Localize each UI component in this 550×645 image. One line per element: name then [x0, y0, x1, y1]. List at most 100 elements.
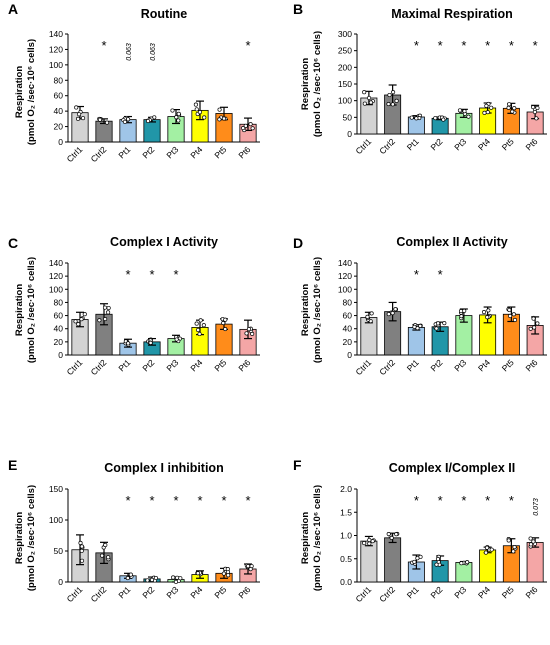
x-tick-label: Pt6	[523, 136, 539, 152]
y-tick-label: 60	[54, 311, 64, 321]
x-tick-label: Ctrl2	[89, 584, 109, 604]
data-point	[367, 95, 372, 101]
data-point	[506, 105, 511, 110]
y-tick-label: 0	[58, 137, 63, 147]
data-point	[362, 90, 367, 95]
bar-pt2	[143, 119, 161, 143]
significance-star: *	[509, 38, 514, 53]
y-tick-label: 80	[343, 297, 353, 307]
data-point	[194, 107, 199, 112]
y-tick-label: 140	[338, 258, 352, 268]
data-point	[178, 576, 183, 581]
data-point	[433, 116, 438, 121]
p-value-label: 0.073	[533, 498, 540, 516]
p-value-label: 0.063	[126, 43, 133, 61]
y-tick-label: 1.0	[340, 531, 352, 541]
data-point	[412, 559, 417, 564]
data-point	[365, 314, 370, 319]
data-point	[197, 110, 203, 115]
bar-pt4	[479, 549, 497, 583]
data-point	[370, 539, 375, 544]
data-point	[507, 307, 512, 313]
x-tick-label: Pt2	[140, 584, 156, 600]
data-point	[174, 115, 179, 120]
data-point	[485, 545, 490, 550]
data-point	[436, 321, 441, 326]
y-tick-label: 2.0	[340, 484, 352, 494]
data-point	[174, 337, 179, 342]
x-tick-label: Pt3	[452, 357, 468, 373]
data-point	[79, 544, 84, 549]
data-point	[386, 102, 391, 107]
y-tick-label: 20	[54, 337, 64, 347]
data-point	[221, 571, 226, 576]
data-point	[153, 575, 158, 581]
y-tick-label: 20	[343, 337, 353, 347]
data-point	[532, 109, 537, 115]
significance-star: *	[438, 493, 443, 508]
significance-star: *	[438, 267, 443, 282]
data-point	[217, 107, 222, 112]
panel-letter: C	[8, 235, 18, 251]
data-point	[82, 312, 87, 317]
data-point	[173, 579, 179, 584]
y-tick-label: 140	[49, 258, 63, 268]
x-tick-label: Ctrl2	[89, 144, 109, 164]
bar-ctrl2	[384, 537, 402, 583]
data-point	[386, 532, 391, 537]
y-tick-label: 80	[54, 297, 64, 307]
data-point	[485, 315, 490, 320]
y-tick-label: 40	[54, 324, 64, 334]
p-value-label: 0.063	[150, 43, 157, 61]
x-tick-label: Pt5	[212, 584, 228, 600]
y-tick-label: 0	[347, 129, 352, 139]
x-tick-label: Pt6	[523, 584, 539, 600]
x-tick-label: Ctrl1	[65, 144, 85, 164]
data-point	[79, 548, 84, 553]
data-point	[221, 116, 227, 121]
data-point	[362, 541, 367, 546]
data-point	[79, 317, 84, 322]
data-point	[195, 327, 201, 333]
data-point	[74, 105, 79, 110]
x-tick-label: Pt2	[140, 357, 156, 373]
data-point	[170, 108, 175, 113]
y-tick-label: 50	[54, 546, 64, 556]
data-point	[489, 105, 494, 110]
data-point	[434, 562, 439, 567]
bar-ctrl1	[360, 540, 378, 583]
x-tick-label: Pt4	[476, 136, 492, 152]
x-tick-label: Pt3	[164, 144, 180, 160]
data-point	[243, 123, 248, 128]
data-point	[441, 117, 446, 122]
data-point	[221, 320, 226, 326]
data-point	[250, 331, 255, 336]
y-axis-label: Respiration(pmol O₂ /sec·10⁶ cells)	[300, 31, 323, 137]
data-point	[125, 576, 130, 581]
panel-letter: D	[293, 235, 303, 251]
data-point	[81, 116, 86, 121]
data-point	[466, 114, 471, 119]
y-tick-label: 150	[49, 484, 63, 494]
data-point	[369, 311, 374, 316]
data-point	[510, 109, 515, 114]
data-point	[532, 325, 537, 330]
data-point	[368, 100, 373, 105]
data-point	[535, 105, 540, 111]
data-point	[106, 555, 111, 560]
data-point	[76, 116, 81, 121]
y-tick-label: 60	[343, 311, 353, 321]
data-point	[457, 108, 462, 113]
data-point	[531, 539, 536, 544]
data-point	[194, 321, 199, 326]
data-point	[226, 573, 231, 578]
data-point	[128, 572, 133, 577]
y-axis-label: Respiration(pmol O₂ /sec·10⁶ cells)	[300, 257, 323, 363]
y-tick-label: 120	[49, 271, 63, 281]
y-tick-label: 200	[338, 62, 352, 72]
data-point	[535, 321, 540, 326]
significance-star: *	[533, 38, 538, 53]
x-tick-label: Pt6	[236, 357, 252, 373]
x-tick-label: Ctrl2	[377, 136, 397, 156]
significance-star: *	[101, 38, 106, 53]
